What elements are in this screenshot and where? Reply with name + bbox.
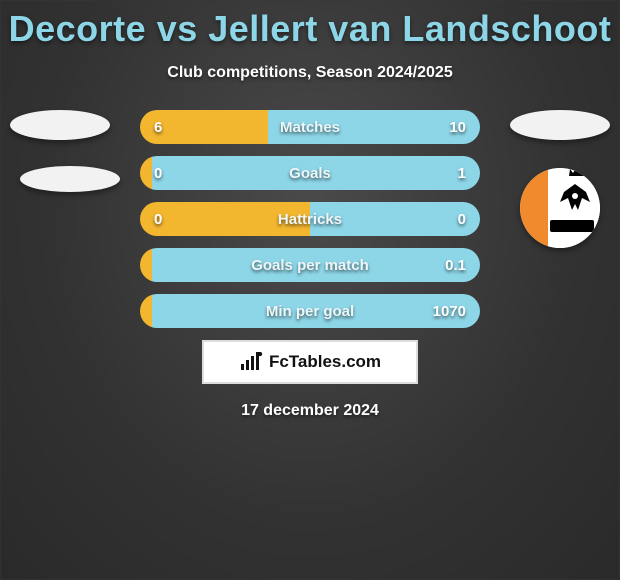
eagle-icon: [558, 182, 592, 216]
player-left-badge-1: [10, 110, 110, 140]
branding-text: FcTables.com: [269, 352, 381, 372]
chart-icon: [239, 352, 263, 372]
comparison-arena: 610Matches 01Goals 00Hattricks 0.1Goals per…: [0, 110, 620, 328]
crown-icon: [568, 168, 586, 178]
stat-label: Goals per match: [140, 248, 480, 282]
stat-row: 00Hattricks: [140, 202, 480, 236]
player-left-badge-2: [20, 166, 120, 192]
content-root: Decorte vs Jellert van Landschoot Club c…: [0, 0, 620, 420]
stat-row: 0.1Goals per match: [140, 248, 480, 282]
crest-banner: [550, 220, 594, 232]
stat-row: 01Goals: [140, 156, 480, 190]
branding-panel[interactable]: FcTables.com: [202, 340, 418, 384]
date-stamp: 17 december 2024: [0, 402, 620, 420]
page-title: Decorte vs Jellert van Landschoot: [0, 0, 620, 50]
stat-label: Matches: [140, 110, 480, 144]
stat-row: 610Matches: [140, 110, 480, 144]
player-right-badge-1: [510, 110, 610, 140]
stat-row: 1070Min per goal: [140, 294, 480, 328]
stat-label: Goals: [140, 156, 480, 190]
stat-bars: 610Matches 01Goals 00Hattricks 0.1Goals per…: [140, 110, 480, 328]
page-subtitle: Club competitions, Season 2024/2025: [0, 64, 620, 82]
stat-label: Min per goal: [140, 294, 480, 328]
club-crest: [520, 168, 600, 248]
stat-label: Hattricks: [140, 202, 480, 236]
